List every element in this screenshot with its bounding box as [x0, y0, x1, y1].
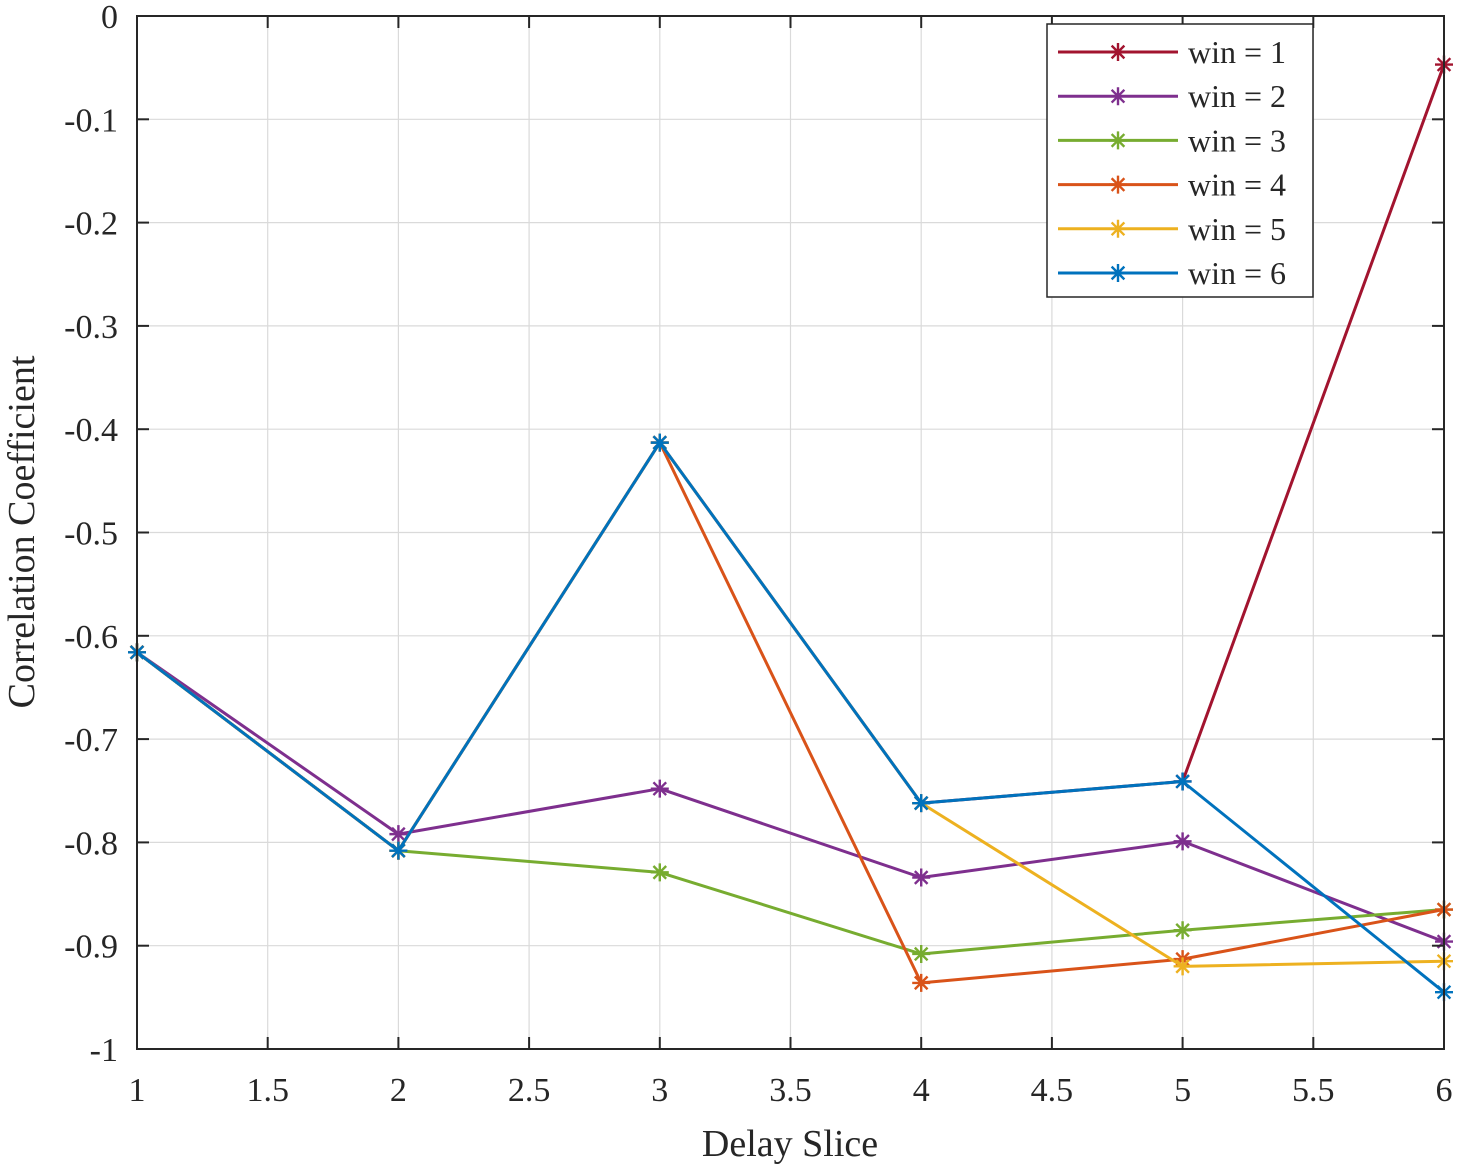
x-tick-label: 3 [651, 1072, 668, 1109]
series-line [136, 651, 1445, 944]
x-tick-label: 4 [913, 1072, 930, 1109]
x-axis-label: Delay Slice [702, 1123, 878, 1165]
legend-marker [1109, 131, 1127, 150]
data-point [389, 825, 408, 844]
data-point [650, 863, 669, 882]
x-tick-label: 5 [1174, 1072, 1191, 1109]
legend-label: win = 1 [1188, 34, 1286, 70]
legend-label: win = 6 [1188, 255, 1286, 291]
x-tick-label: 2 [390, 1072, 407, 1109]
x-tick-label: 4.5 [1031, 1072, 1074, 1109]
data-point [1173, 921, 1192, 940]
legend-marker [1109, 264, 1127, 282]
data-point [650, 433, 669, 452]
legend-marker [1109, 87, 1127, 106]
y-tick-label: -0.7 [64, 722, 118, 759]
y-tick-label: -0.2 [64, 206, 118, 243]
data-point [1173, 832, 1192, 851]
y-tick-label: -1 [90, 1032, 118, 1069]
legend-item-win-4: win = 4 [1058, 167, 1286, 203]
legend-label: win = 3 [1188, 122, 1286, 158]
data-point [912, 794, 931, 813]
x-tick-label: 3.5 [769, 1072, 812, 1109]
series-group [128, 55, 1453, 1002]
legend-marker [1109, 175, 1127, 194]
data-point [912, 868, 931, 887]
x-tick-label: 1 [129, 1072, 146, 1109]
legend-label: win = 5 [1188, 211, 1286, 247]
data-point [650, 779, 669, 798]
legend-item-win-6: win = 6 [1058, 255, 1286, 291]
y-axis-label: Correlation Coefficient [1, 355, 43, 708]
y-tick-label: -0.9 [64, 929, 118, 966]
data-point [1173, 772, 1192, 791]
data-point [1173, 957, 1192, 976]
y-tick-label: -0.6 [64, 619, 118, 656]
x-tick-label: 6 [1436, 1072, 1453, 1109]
y-tick-label: 0 [101, 0, 118, 36]
legend-item-win-2: win = 2 [1058, 78, 1286, 114]
y-tick-label: -0.3 [64, 309, 118, 346]
legend-marker [1109, 43, 1127, 61]
legend-label: win = 2 [1188, 78, 1286, 114]
legend: win = 1 win = 2 win = 3 win = 4 win = 5 win =… [1046, 23, 1314, 298]
data-point [389, 841, 408, 860]
legend-box [1046, 23, 1314, 298]
series-line [136, 441, 1445, 994]
series-win-2 [128, 643, 1453, 951]
data-point [912, 944, 931, 963]
x-tick-label: 2.5 [508, 1072, 551, 1109]
axis-ticks: 1 1.5 2 2.5 3 3.5 4 4.5 5 5.5 6 0 -0.1 -0.2 -0.3 -0.4 -0… [64, 0, 1452, 1109]
legend-item-win-5: win = 5 [1058, 211, 1286, 247]
legend-marker [1109, 219, 1127, 238]
y-tick-label: -0.1 [64, 102, 118, 139]
y-tick-label: -0.4 [64, 412, 118, 449]
y-tick-label: -0.8 [64, 825, 118, 862]
legend-label: win = 4 [1188, 167, 1286, 203]
legend-item-win-1: win = 1 [1058, 34, 1286, 70]
legend-item-win-3: win = 3 [1058, 122, 1286, 158]
y-tick-label: -0.5 [64, 516, 118, 553]
data-point [912, 973, 931, 992]
x-tick-label: 5.5 [1292, 1072, 1335, 1109]
x-tick-label: 1.5 [246, 1072, 289, 1109]
